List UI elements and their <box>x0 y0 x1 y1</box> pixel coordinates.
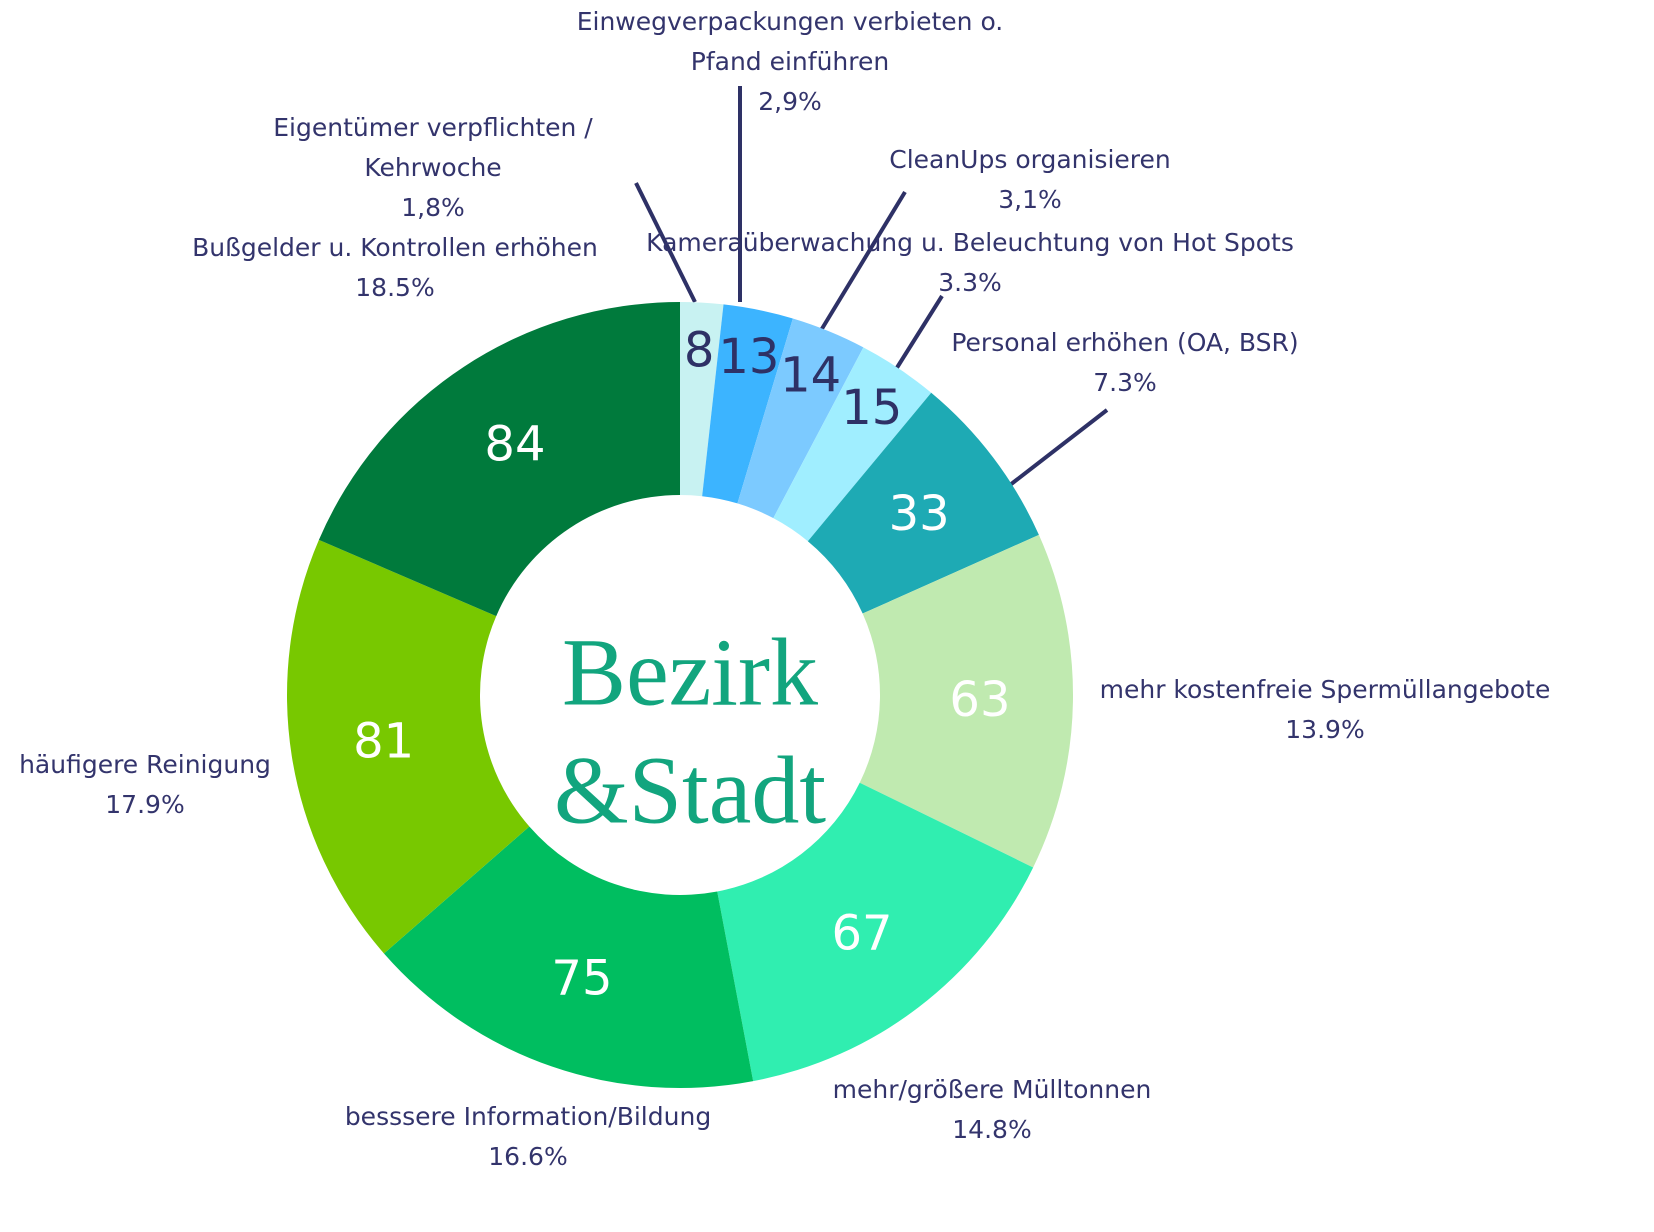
slice <box>859 534 1073 868</box>
percent-label: 18.5% <box>355 273 435 302</box>
value-label: 63 <box>949 672 1010 728</box>
center-text: &Stadt <box>554 737 826 844</box>
category-label: häufigere Reinigung <box>19 750 271 779</box>
percent-label: 14.8% <box>952 1115 1032 1144</box>
leader-line <box>1008 408 1109 487</box>
slice <box>807 392 1039 614</box>
slice-label: Einwegverpackungen verbieten o. Pfand ei… <box>555 2 1025 122</box>
slice-label: häufigere Reinigung 17.9% <box>0 745 345 825</box>
value-label: 84 <box>484 416 545 472</box>
slice-label: CleanUps organisieren 3,1% <box>830 140 1230 220</box>
percent-label: 2,9% <box>758 87 822 116</box>
value-label: 33 <box>889 486 950 542</box>
slice-label: Kameraüberwachung u. Beleuchtung von Hot… <box>620 223 1320 303</box>
value-label: 75 <box>551 951 612 1007</box>
category-label: Einwegverpackungen verbieten o. Pfand ei… <box>576 7 1004 76</box>
value-label: 81 <box>353 714 414 770</box>
leader-line <box>891 294 944 376</box>
category-label: besssere Information/Bildung <box>344 1102 712 1131</box>
value-label: 14 <box>780 348 841 404</box>
percent-label: 3.3% <box>938 268 1002 297</box>
value-label: 13 <box>718 329 779 385</box>
value-label: 67 <box>831 905 892 961</box>
percent-label: 13.9% <box>1285 715 1365 744</box>
slice-label: Eigentümer verpflichten / Kehrwoche 1,8% <box>233 108 633 228</box>
slice <box>287 539 530 954</box>
center-text: Bezirk <box>562 619 818 726</box>
slice <box>318 302 680 617</box>
slice-label: mehr kostenfreie Spermüllangebote 13.9% <box>1025 670 1625 750</box>
slice-label: Personal erhöhen (OA, BSR) 7.3% <box>875 323 1375 403</box>
category-label: Eigentümer verpflichten / Kehrwoche <box>273 113 593 182</box>
category-label: Bußgelder u. Kontrollen erhöhen <box>192 233 598 262</box>
percent-label: 17.9% <box>105 790 185 819</box>
slice <box>717 782 1034 1082</box>
value-label: 8 <box>684 323 715 379</box>
percent-label: 16.6% <box>488 1142 568 1171</box>
slice-label: Bußgelder u. Kontrollen erhöhen 18.5% <box>145 228 645 308</box>
value-label: 15 <box>841 380 902 436</box>
slice <box>383 826 754 1088</box>
slice <box>702 304 793 504</box>
percent-label: 7.3% <box>1093 368 1157 397</box>
slice <box>680 302 724 497</box>
percent-label: 1,8% <box>401 193 465 222</box>
leader-line <box>634 182 697 303</box>
category-label: CleanUps organisieren <box>889 145 1171 174</box>
category-label: mehr kostenfreie Spermüllangebote <box>1099 675 1551 704</box>
category-label: Kameraüberwachung u. Beleuchtung von Hot… <box>646 228 1294 257</box>
leader-line <box>818 190 907 334</box>
slice <box>737 318 864 519</box>
slice-label: mehr/größere Mülltonnen 14.8% <box>742 1070 1242 1150</box>
category-label: Personal erhöhen (OA, BSR) <box>951 328 1299 357</box>
slice <box>773 347 932 542</box>
category-label: mehr/größere Mülltonnen <box>832 1075 1152 1104</box>
percent-label: 3,1% <box>998 185 1062 214</box>
slice-label: besssere Information/Bildung 16.6% <box>278 1097 778 1177</box>
